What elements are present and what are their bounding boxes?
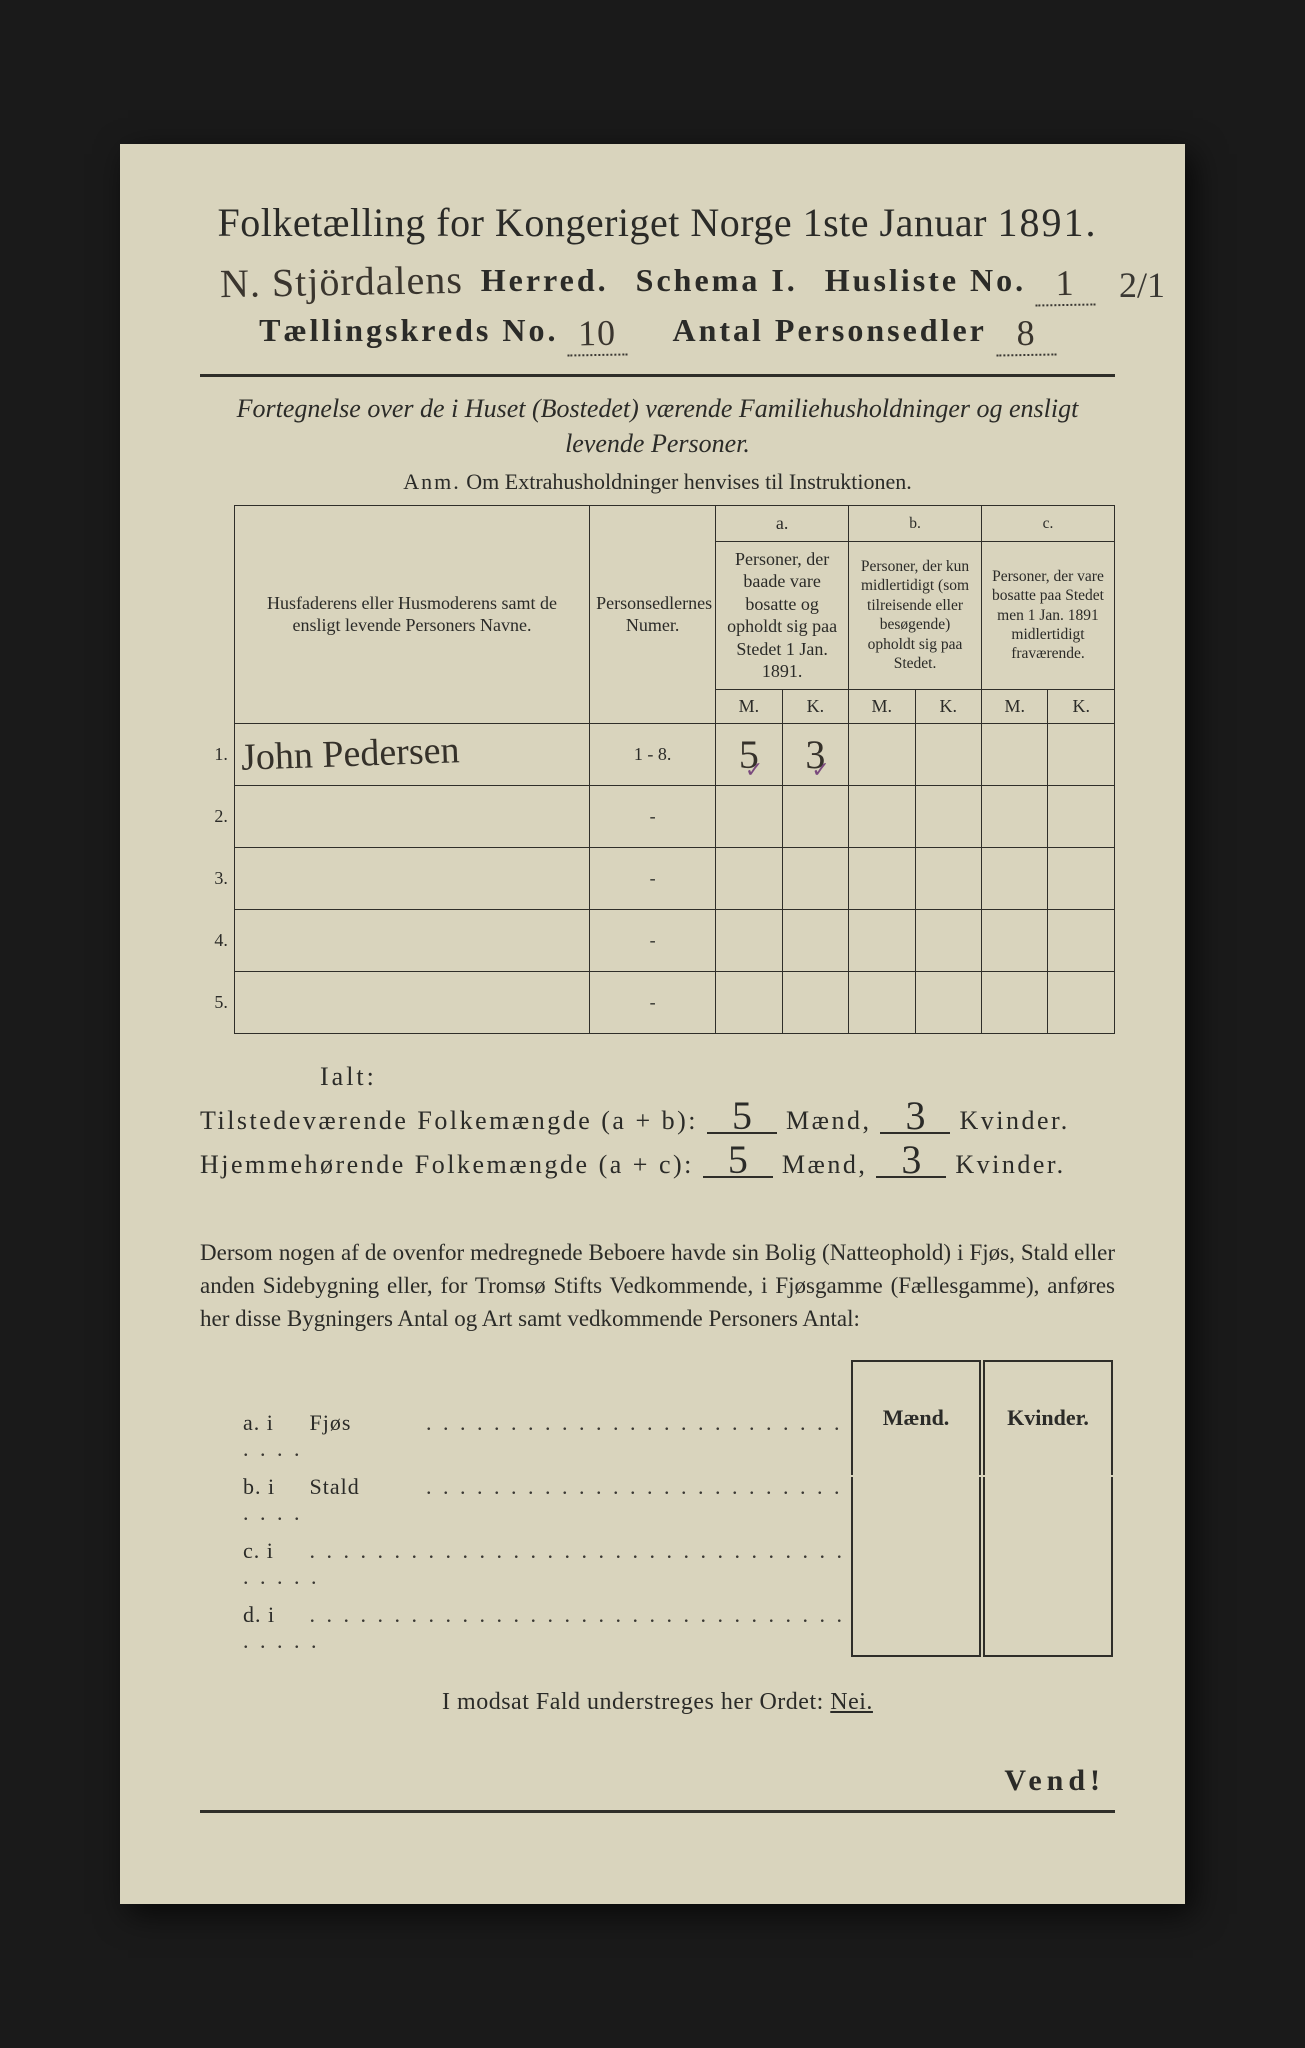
cell-a-k: 3 bbox=[782, 723, 848, 785]
side-row-c: c. i . . . . . . . . . . . . . . . . . .… bbox=[203, 1528, 848, 1592]
col-b-k: K. bbox=[915, 689, 981, 723]
mk-maend-cell bbox=[851, 1477, 981, 1657]
cell-c-m bbox=[981, 723, 1047, 785]
title-prefix: Folketælling for Kongeriget Norge 1ste J… bbox=[218, 200, 987, 245]
cell-num: - bbox=[590, 785, 716, 847]
col-a-m: M. bbox=[716, 689, 782, 723]
col-header-num: Personsedlernes Numer. bbox=[590, 506, 716, 724]
kreds-label: Tællingskreds No. bbox=[259, 312, 558, 348]
table-row: 2. - bbox=[200, 785, 1115, 847]
cell-name: John Pedersen bbox=[234, 723, 589, 785]
cell-num: 1 - 8. bbox=[590, 723, 716, 785]
col-header-c: Personer, der vare bosatte paa Stedet me… bbox=[981, 541, 1114, 689]
ialt-label: Ialt: bbox=[320, 1062, 1115, 1092]
side-row-a: a. i Fjøs . . . . . . . . . . . . . . . … bbox=[203, 1400, 848, 1464]
sum-present-label: Tilstedeværende Folkemængde (a + b): bbox=[200, 1106, 698, 1135]
col-header-a: Personer, der baade vare bosatte og opho… bbox=[716, 541, 849, 689]
cell-name bbox=[234, 971, 589, 1033]
sum-resident-m-label: Mænd, bbox=[782, 1150, 867, 1179]
sum-present-k: 3 bbox=[880, 1100, 950, 1134]
herred-label: Herred. bbox=[481, 262, 609, 298]
nei-line: I modsat Fald understreges her Ordet: Ne… bbox=[200, 1689, 1115, 1716]
table-row: 3. - bbox=[200, 847, 1115, 909]
row-number: 5. bbox=[200, 971, 234, 1033]
col-c-k: K. bbox=[1048, 689, 1115, 723]
sum-resident-k: 3 bbox=[876, 1144, 946, 1178]
row-number: 3. bbox=[200, 847, 234, 909]
household-table: Husfaderens eller Husmoderens samt de en… bbox=[200, 505, 1115, 1034]
form-title: Folketælling for Kongeriget Norge 1ste J… bbox=[200, 199, 1115, 246]
side-row-d: d. i . . . . . . . . . . . . . . . . . .… bbox=[203, 1592, 848, 1656]
intro-text: Fortegnelse over de i Huset (Bostedet) v… bbox=[200, 391, 1115, 461]
col-header-a-tag: a. bbox=[716, 506, 849, 542]
col-header-c-tag: c. bbox=[981, 506, 1114, 542]
row-number: 2. bbox=[200, 785, 234, 847]
sum-present-m-label: Mænd, bbox=[786, 1106, 871, 1135]
col-header-b-tag: b. bbox=[849, 506, 982, 542]
sum-resident-k-label: Kvinder. bbox=[955, 1150, 1065, 1179]
row-number: 4. bbox=[200, 909, 234, 971]
cell-b-k bbox=[915, 723, 981, 785]
schema-label: Schema I. bbox=[636, 262, 798, 298]
nei-word: Nei. bbox=[830, 1689, 873, 1715]
cell-b-m bbox=[849, 723, 915, 785]
corner-annotation: 2/1 bbox=[1119, 264, 1165, 306]
husliste-number: 1 bbox=[1035, 261, 1096, 306]
totals-block: Ialt: Tilstedeværende Folkemængde (a + b… bbox=[200, 1062, 1115, 1180]
cell-name bbox=[234, 847, 589, 909]
col-c-m: M. bbox=[981, 689, 1047, 723]
header-line-3: Tællingskreds No. 10 Antal Personsedler … bbox=[200, 308, 1115, 352]
sidebuilding-table: a. i Fjøs . . . . . . . . . . . . . . . … bbox=[200, 1358, 1115, 1659]
col-b-m: M. bbox=[849, 689, 915, 723]
cell-name bbox=[234, 909, 589, 971]
rule-bottom bbox=[200, 1810, 1115, 1813]
table-row: 4. - bbox=[200, 909, 1115, 971]
cell-num: - bbox=[590, 847, 716, 909]
sum-present: Tilstedeværende Folkemængde (a + b): 5 M… bbox=[200, 1100, 1115, 1136]
cell-c-k bbox=[1048, 723, 1115, 785]
antal-number: 8 bbox=[995, 311, 1056, 356]
sum-resident: Hjemmehørende Folkemængde (a + c): 5 Mæn… bbox=[200, 1144, 1115, 1180]
anm-note: Anm. Om Extrahusholdninger henvises til … bbox=[200, 469, 1115, 495]
sum-resident-label: Hjemmehørende Folkemængde (a + c): bbox=[200, 1150, 694, 1179]
table-row: 5. - bbox=[200, 971, 1115, 1033]
col-header-name: Husfaderens eller Husmoderens samt de en… bbox=[234, 506, 589, 724]
side-row-b: b. i Stald . . . . . . . . . . . . . . .… bbox=[203, 1464, 848, 1528]
name-handwritten: John Pedersen bbox=[240, 728, 460, 780]
viewport: 2/1 Folketælling for Kongeriget Norge 1s… bbox=[0, 0, 1305, 2048]
title-year: 1891. bbox=[997, 200, 1097, 245]
table-row: 1. John Pedersen 1 - 8. 5 3 bbox=[200, 723, 1115, 785]
cell-a-m: 5 bbox=[716, 723, 782, 785]
anm-lead: Anm. bbox=[403, 469, 461, 494]
col-header-b: Personer, der kun midlertidigt (som tilr… bbox=[849, 541, 982, 689]
row-number: 1. bbox=[200, 723, 234, 785]
col-a-k: K. bbox=[782, 689, 848, 723]
mk-kvinder: Kvinder. bbox=[983, 1360, 1113, 1475]
husliste-label: Husliste No. bbox=[825, 262, 1026, 298]
vend-label: Vend! bbox=[200, 1764, 1115, 1798]
rule-top bbox=[200, 374, 1115, 377]
cell-num: - bbox=[590, 909, 716, 971]
mk-kvinder-cell bbox=[983, 1477, 1113, 1657]
cell-name bbox=[234, 785, 589, 847]
sum-present-m: 5 bbox=[707, 1100, 777, 1134]
table-body: 1. John Pedersen 1 - 8. 5 3 2. - bbox=[200, 723, 1115, 1033]
sum-present-k-label: Kvinder. bbox=[959, 1106, 1069, 1135]
herred-handwritten: N. Stjördalens bbox=[219, 256, 463, 307]
kreds-number: 10 bbox=[567, 311, 628, 356]
sum-resident-m: 5 bbox=[703, 1144, 773, 1178]
cell-num: - bbox=[590, 971, 716, 1033]
header-line-2: N. Stjördalens Herred. Schema I. Huslist… bbox=[200, 254, 1115, 302]
antal-label: Antal Personsedler bbox=[672, 312, 986, 348]
mk-maend: Mænd. bbox=[851, 1360, 981, 1475]
anm-rest: Om Extrahusholdninger henvises til Instr… bbox=[466, 469, 911, 494]
sidebuilding-paragraph: Dersom nogen af de ovenfor medregnede Be… bbox=[200, 1236, 1115, 1336]
nei-prefix: I modsat Fald understreges her Ordet: bbox=[442, 1689, 824, 1715]
census-form: 2/1 Folketælling for Kongeriget Norge 1s… bbox=[120, 144, 1185, 1904]
